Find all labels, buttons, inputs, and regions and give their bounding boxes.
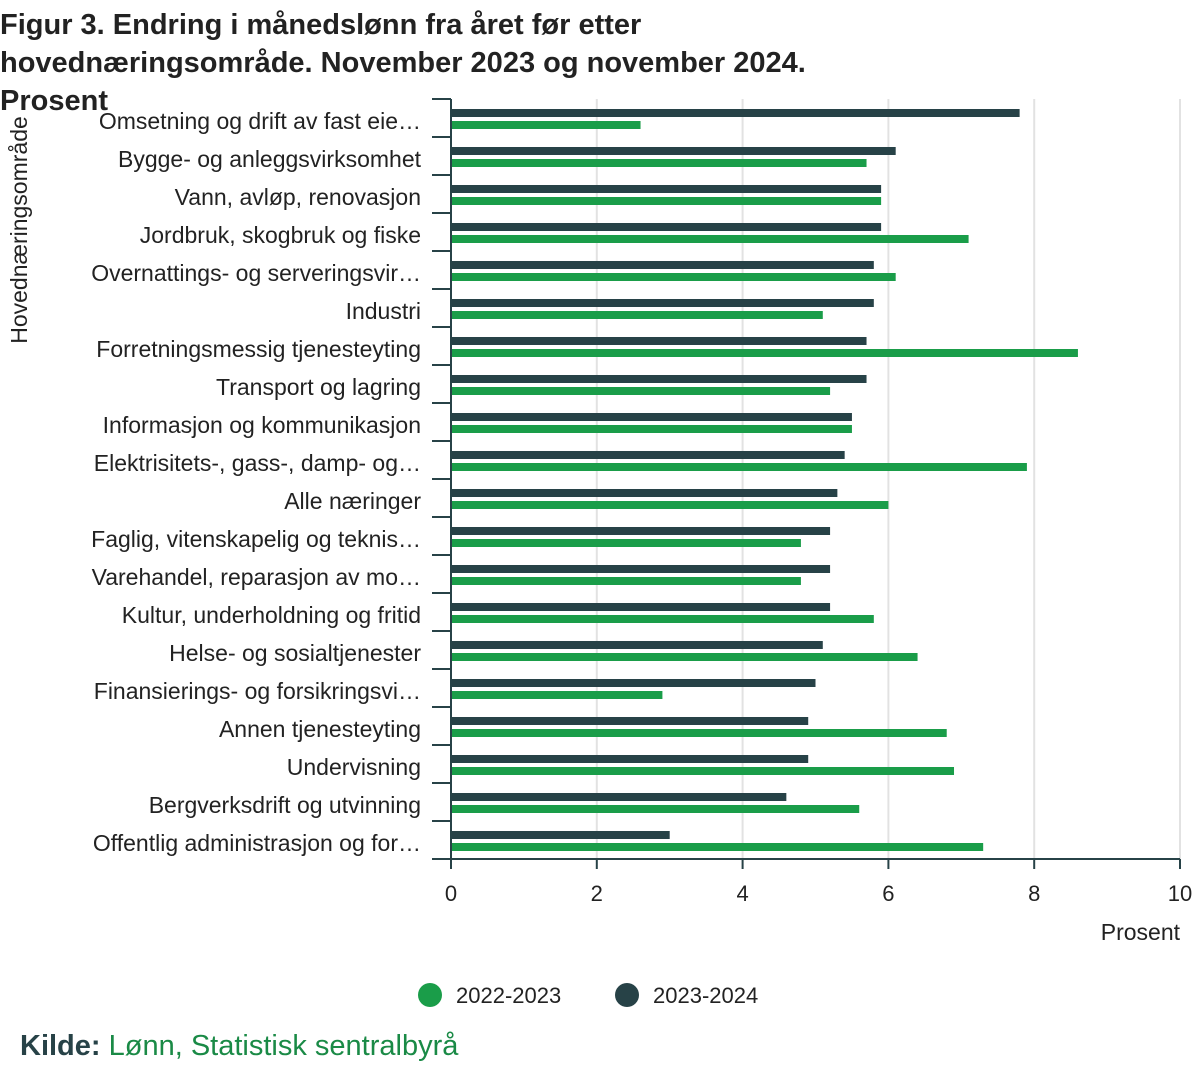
bar-2022-2023 bbox=[451, 843, 984, 851]
x-tick-label: 2 bbox=[591, 881, 603, 906]
bar-2023-2024 bbox=[451, 565, 831, 573]
bar-2023-2024 bbox=[451, 679, 816, 687]
category-label: Faglig, vitenskapelig og teknis… bbox=[91, 526, 421, 552]
bar-2023-2024 bbox=[451, 831, 670, 839]
bar-2023-2024 bbox=[451, 375, 867, 383]
bar-2022-2023 bbox=[451, 577, 801, 585]
x-tick-label: 4 bbox=[736, 881, 748, 906]
bar-2023-2024 bbox=[451, 261, 874, 269]
category-label: Transport og lagring bbox=[216, 374, 421, 400]
category-label: Bygge- og anleggsvirksomhet bbox=[118, 146, 422, 172]
bar-2023-2024 bbox=[451, 147, 896, 155]
x-tick-label: 6 bbox=[882, 881, 894, 906]
category-label: Informasjon og kommunikasjon bbox=[103, 412, 421, 438]
bar-2022-2023 bbox=[451, 539, 801, 547]
bar-2022-2023 bbox=[451, 425, 852, 433]
bar-2022-2023 bbox=[451, 387, 831, 395]
legend-marker-2023-2024 bbox=[615, 983, 639, 1007]
category-label: Finansierings- og forsikringsvi… bbox=[94, 678, 421, 704]
category-label: Jordbruk, skogbruk og fiske bbox=[140, 222, 421, 248]
bar-2022-2023 bbox=[451, 235, 969, 243]
bar-2022-2023 bbox=[451, 197, 882, 205]
source-label: Kilde: bbox=[20, 1030, 101, 1062]
bar-2023-2024 bbox=[451, 223, 882, 231]
category-label: Offentlig administrasjon og for… bbox=[93, 830, 421, 856]
x-tick-label: 10 bbox=[1168, 881, 1192, 906]
bar-2022-2023 bbox=[451, 311, 823, 319]
category-label: Varehandel, reparasjon av mo… bbox=[92, 564, 421, 590]
category-label: Undervisning bbox=[287, 754, 421, 780]
bar-2022-2023 bbox=[451, 121, 641, 129]
x-tick-label: 0 bbox=[445, 881, 457, 906]
category-label: Forretningsmessig tjenesteyting bbox=[96, 336, 421, 362]
bar-2023-2024 bbox=[451, 337, 867, 345]
category-label: Vann, avløp, renovasjon bbox=[175, 184, 421, 210]
category-label: Bergverksdrift og utvinning bbox=[149, 792, 421, 818]
bar-2023-2024 bbox=[451, 755, 809, 763]
bar-2022-2023 bbox=[451, 653, 918, 661]
bar-2022-2023 bbox=[451, 501, 889, 509]
bar-2022-2023 bbox=[451, 273, 896, 281]
y-axis-title: Hovednæringsområde bbox=[6, 116, 32, 344]
bar-2023-2024 bbox=[451, 793, 787, 801]
chart-title: Figur 3. Endring i månedslønn fra året f… bbox=[0, 9, 806, 117]
legend-marker-2022-2023 bbox=[418, 983, 442, 1007]
category-label: Annen tjenesteyting bbox=[219, 716, 421, 742]
category-label: Omsetning og drift av fast eie… bbox=[99, 108, 421, 134]
bar-2022-2023 bbox=[451, 767, 955, 775]
bar-2023-2024 bbox=[451, 185, 882, 193]
bar-2023-2024 bbox=[451, 527, 831, 535]
bar-2022-2023 bbox=[451, 159, 867, 167]
category-label: Elektrisitets-, gass-, damp- og… bbox=[94, 450, 421, 476]
bar-2022-2023 bbox=[451, 349, 1078, 357]
x-tick-label: 8 bbox=[1028, 881, 1040, 906]
x-axis-title: Prosent bbox=[1101, 919, 1181, 945]
category-label: Industri bbox=[346, 298, 421, 324]
bar-2022-2023 bbox=[451, 615, 874, 623]
bar-2022-2023 bbox=[451, 691, 663, 699]
bar-chart: 0 2 4 6 8 10 Omsetning og drift av fast eie… By… bbox=[6, 98, 1192, 1008]
bar-2023-2024 bbox=[451, 299, 874, 307]
bar-2022-2023 bbox=[451, 463, 1027, 471]
bar-2023-2024 bbox=[451, 109, 1020, 117]
bar-2023-2024 bbox=[451, 603, 831, 611]
category-label: Overnattings- og serveringsvir… bbox=[91, 260, 421, 286]
category-label: Kultur, underholdning og fritid bbox=[122, 602, 421, 628]
source-link[interactable]: Lønn, Statistisk sentralbyrå bbox=[108, 1030, 459, 1062]
bar-2023-2024 bbox=[451, 489, 838, 497]
bar-2023-2024 bbox=[451, 451, 845, 459]
source-line: Kilde: Lønn, Statistisk sentralbyrå bbox=[20, 1030, 458, 1063]
bar-2023-2024 bbox=[451, 413, 852, 421]
category-label: Helse- og sosialtjenester bbox=[169, 640, 421, 666]
legend-label: 2022-2023 bbox=[456, 983, 561, 1008]
bar-2022-2023 bbox=[451, 729, 947, 737]
bar-2023-2024 bbox=[451, 717, 809, 725]
category-label: Alle næringer bbox=[284, 488, 421, 514]
legend-label: 2023-2024 bbox=[653, 983, 758, 1008]
bar-2023-2024 bbox=[451, 641, 823, 649]
bar-2022-2023 bbox=[451, 805, 860, 813]
